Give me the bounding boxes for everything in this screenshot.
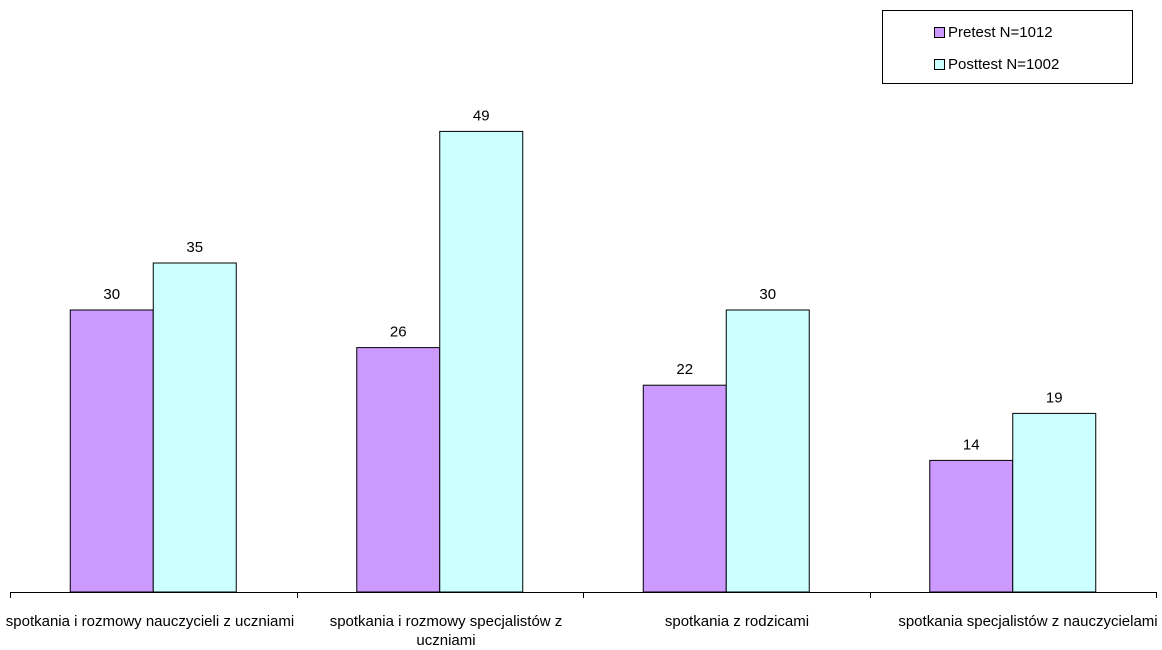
- bar-pretest-1: [69, 309, 154, 593]
- legend-label-pretest: Pretest N=1012: [948, 23, 1053, 41]
- bar-pretest-4: [929, 459, 1014, 593]
- bar-posttest-4: [1012, 412, 1097, 593]
- category-label-3: spotkania z rodzicami: [664, 613, 810, 630]
- bar-posttest-1: [152, 262, 237, 593]
- data-label-posttest-1: 35: [186, 239, 203, 256]
- data-label-pretest-2: 26: [390, 324, 407, 341]
- legend-item-posttest: Posttest N=1002: [934, 54, 1059, 74]
- data-label-posttest-2: 49: [473, 107, 490, 124]
- category-label-4: spotkania specjalistów z nauczycielami: [898, 613, 1158, 630]
- category-label-2: spotkania i rozmowy specjalistów z uczni…: [329, 613, 563, 649]
- legend-label-posttest: Posttest N=1002: [948, 55, 1060, 73]
- bar-posttest-2: [439, 130, 524, 593]
- legend-swatch-pretest: [934, 26, 945, 38]
- data-label-posttest-4: 19: [1046, 389, 1063, 406]
- bar-pretest-2: [356, 347, 441, 593]
- data-label-posttest-3: 30: [759, 286, 776, 303]
- legend-swatch-posttest: [934, 58, 945, 70]
- category-label-1: spotkania i rozmowy nauczycieli z ucznia…: [5, 613, 295, 630]
- data-label-pretest-1: 30: [103, 286, 120, 303]
- data-label-pretest-4: 14: [963, 436, 980, 453]
- legend: Pretest N=1012 Posttest N=1002: [882, 10, 1133, 84]
- legend-item-pretest: Pretest N=1012: [934, 22, 1053, 42]
- bar-pretest-3: [642, 384, 727, 593]
- bar-posttest-3: [725, 309, 810, 593]
- data-label-pretest-3: 22: [676, 361, 693, 378]
